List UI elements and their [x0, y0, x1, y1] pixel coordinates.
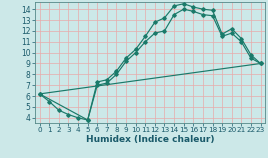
X-axis label: Humidex (Indice chaleur): Humidex (Indice chaleur)	[86, 135, 214, 144]
